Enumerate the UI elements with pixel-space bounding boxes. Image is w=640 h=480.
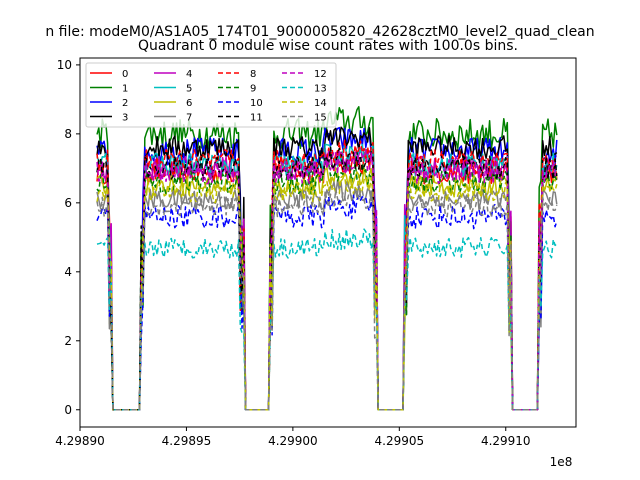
series-lines [96, 106, 558, 411]
series-line-10 [96, 194, 558, 411]
legend-label-1: 1 [122, 84, 128, 95]
x-tick-label: 4.29910 [481, 434, 531, 448]
legend-label-13: 13 [314, 84, 327, 95]
series-line-3 [96, 126, 558, 411]
legend-label-8: 8 [250, 69, 256, 80]
legend-label-3: 3 [122, 113, 128, 124]
x-tick-label: 4.29900 [268, 434, 318, 448]
x-tick-label: 4.29905 [375, 434, 425, 448]
legend-label-5: 5 [186, 84, 192, 95]
figure-suptitle: n file: modeM0/AS1A05_174T01_9000005820_… [45, 24, 594, 40]
x-axis-offset-label: 1e8 [550, 455, 573, 469]
legend-label-10: 10 [250, 98, 263, 109]
y-tick-label: 10 [57, 58, 72, 72]
series-line-9 [96, 161, 558, 411]
legend-label-15: 15 [314, 113, 327, 124]
legend-label-9: 9 [250, 84, 256, 95]
series-line-11 [96, 146, 558, 411]
legend-box [85, 62, 337, 128]
legend-label-6: 6 [186, 98, 192, 109]
legend-label-12: 12 [314, 69, 327, 80]
y-tick-label: 6 [64, 196, 72, 210]
series-line-13 [96, 228, 558, 411]
x-tick-label: 4.29890 [55, 434, 105, 448]
legend-label-0: 0 [122, 69, 128, 80]
series-line-15 [96, 188, 558, 411]
plot-frame [79, 57, 577, 428]
series-line-14 [96, 174, 558, 411]
y-tick-label: 4 [64, 265, 72, 279]
legend-label-2: 2 [122, 98, 128, 109]
series-line-4 [96, 147, 558, 411]
chart-title: Quadrant 0 module wise count rates with … [138, 38, 518, 54]
legend-label-7: 7 [186, 113, 192, 124]
legend-label-11: 11 [250, 113, 263, 124]
plot-area: 4.29890 4.29895 4.29900 4.29905 4.29910 0 2 4 6 8… [55, 57, 577, 448]
y-tick-label: 2 [64, 334, 72, 348]
x-tick-label: 4.29895 [162, 434, 212, 448]
y-tick-label: 0 [64, 403, 72, 417]
legend-label-4: 4 [186, 69, 192, 80]
series-line-7 [96, 180, 558, 411]
legend-label-14: 14 [314, 98, 327, 109]
y-tick-label: 8 [64, 127, 72, 141]
